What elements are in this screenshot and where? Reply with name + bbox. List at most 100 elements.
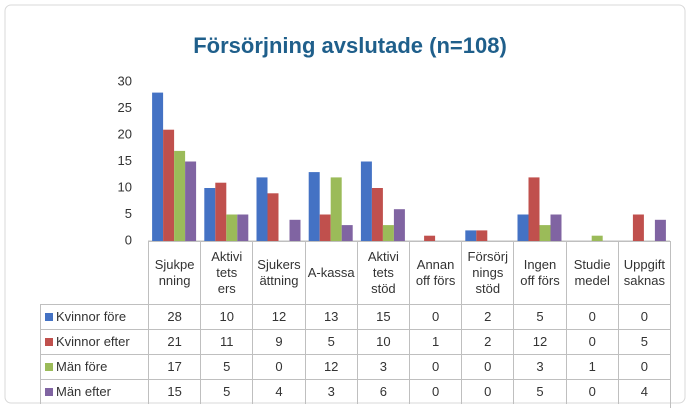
table-value: 15 xyxy=(148,379,201,404)
bar xyxy=(174,150,186,241)
y-tick-label: 0 xyxy=(125,232,132,247)
table-value: 4 xyxy=(617,379,670,404)
category-label: Försörj nings stöd xyxy=(461,241,514,304)
legend-label: Män före xyxy=(56,359,108,374)
bar xyxy=(539,225,551,241)
bar xyxy=(237,214,249,241)
table-value: 12 xyxy=(252,304,305,329)
table-value: 0 xyxy=(409,354,462,379)
bar xyxy=(424,235,436,241)
y-tick-label: 10 xyxy=(118,179,132,194)
legend-entry: Kvinnor före xyxy=(40,304,148,329)
bar xyxy=(591,235,603,241)
table-value: 0 xyxy=(565,304,618,329)
bar xyxy=(308,172,320,241)
table-value: 0 xyxy=(565,329,618,354)
bar xyxy=(382,225,394,241)
bar xyxy=(289,219,301,241)
table-value: 0 xyxy=(565,379,618,404)
category-label: Sjukpe nning xyxy=(148,241,201,304)
chart-border xyxy=(4,4,686,404)
table-value: 0 xyxy=(461,354,514,379)
table-value: 3 xyxy=(304,379,357,404)
bar xyxy=(517,214,529,241)
category-label: Aktivi tets stöd xyxy=(356,241,409,304)
y-tick-label: 30 xyxy=(118,73,132,88)
legend-entry: Kvinnor efter xyxy=(40,329,148,354)
table-value: 1 xyxy=(409,329,462,354)
table-value: 0 xyxy=(252,354,305,379)
legend-label: Kvinnor efter xyxy=(56,334,130,349)
bar xyxy=(185,161,197,241)
table-value: 11 xyxy=(200,329,253,354)
table-value: 0 xyxy=(461,379,514,404)
y-tick-label: 5 xyxy=(125,206,132,221)
bar xyxy=(528,177,540,241)
bar xyxy=(476,230,488,241)
y-tick-label: 20 xyxy=(118,126,132,141)
table-value: 5 xyxy=(200,379,253,404)
table-value: 1 xyxy=(565,354,618,379)
bar xyxy=(152,92,164,241)
bar xyxy=(393,209,405,241)
category-label: Uppgift saknas xyxy=(617,241,670,304)
table-value: 12 xyxy=(304,354,357,379)
bar xyxy=(371,188,383,241)
bar xyxy=(267,193,279,241)
table-value: 4 xyxy=(252,379,305,404)
bar xyxy=(330,177,342,241)
legend-label: Män efter xyxy=(56,384,111,399)
table-value: 0 xyxy=(409,304,462,329)
bar xyxy=(319,214,331,241)
bar xyxy=(654,219,666,241)
bar xyxy=(550,214,562,241)
y-tick-label: 25 xyxy=(118,100,132,115)
table-value: 3 xyxy=(513,354,566,379)
category-label: Ingen off förs xyxy=(513,241,566,304)
bar xyxy=(215,182,227,241)
bar xyxy=(204,188,216,241)
bar xyxy=(341,225,353,241)
table-value: 5 xyxy=(513,304,566,329)
bar xyxy=(226,214,238,241)
bar xyxy=(256,177,268,241)
table-value: 0 xyxy=(409,379,462,404)
legend-entry: Män efter xyxy=(40,379,148,404)
table-value: 5 xyxy=(200,354,253,379)
table-edge xyxy=(670,241,671,408)
table-value: 5 xyxy=(617,329,670,354)
table-value: 12 xyxy=(513,329,566,354)
table-value: 10 xyxy=(200,304,253,329)
y-tick-label: 15 xyxy=(118,153,132,168)
chart-title: Försörjning avslutade (n=108) xyxy=(193,33,507,58)
legend-entry: Män före xyxy=(40,354,148,379)
table-value: 0 xyxy=(617,304,670,329)
bar xyxy=(360,161,372,241)
bar xyxy=(163,129,175,241)
table-value: 5 xyxy=(304,329,357,354)
legend-swatch xyxy=(45,388,53,396)
category-label: A-kassa xyxy=(304,241,357,304)
legend-swatch xyxy=(45,363,53,371)
table-value: 2 xyxy=(461,304,514,329)
category-label: Aktivi tets ers xyxy=(200,241,253,304)
table-value: 17 xyxy=(148,354,201,379)
category-label: Annan off förs xyxy=(409,241,462,304)
table-value: 9 xyxy=(252,329,305,354)
legend-swatch xyxy=(45,338,53,346)
category-label: Sjukers ättning xyxy=(252,241,305,304)
table-value: 3 xyxy=(356,354,409,379)
table-value: 2 xyxy=(461,329,514,354)
table-value: 10 xyxy=(356,329,409,354)
bar xyxy=(465,230,477,241)
bar xyxy=(632,214,644,241)
table-value: 13 xyxy=(304,304,357,329)
legend-label: Kvinnor före xyxy=(56,309,127,324)
table-value: 6 xyxy=(356,379,409,404)
table-value: 28 xyxy=(148,304,201,329)
table-value: 0 xyxy=(617,354,670,379)
category-label: Studie medel xyxy=(565,241,618,304)
table-value: 15 xyxy=(356,304,409,329)
